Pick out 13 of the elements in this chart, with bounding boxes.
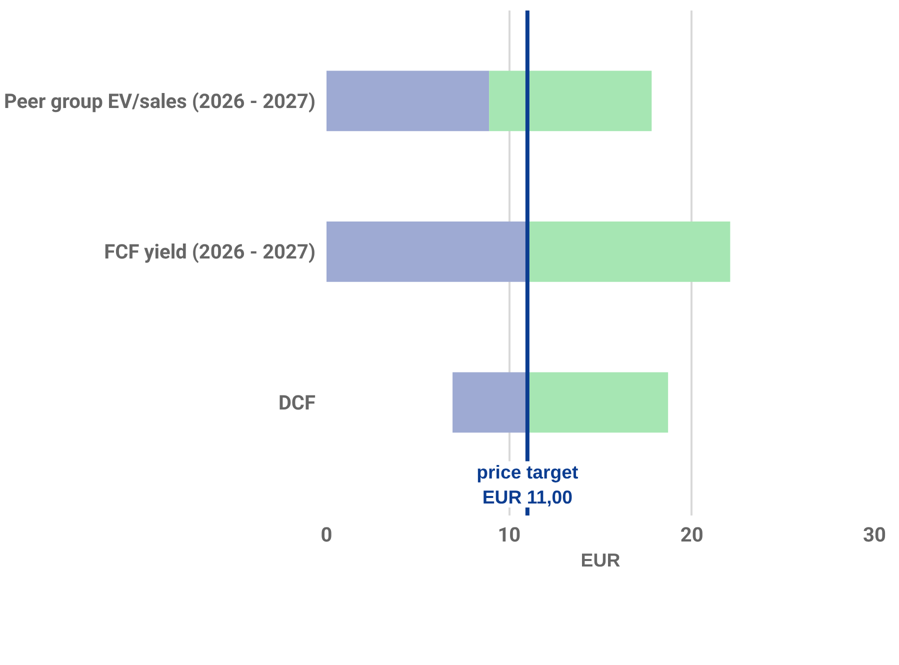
y-tick-label: DCF <box>278 390 316 414</box>
x-tick-label: 20 <box>680 522 704 546</box>
x-tick-label: 10 <box>498 522 521 546</box>
x-tick-label: 0 <box>320 522 332 546</box>
bar <box>489 70 652 132</box>
x-tick-label: 30 <box>863 522 886 546</box>
y-tick-label: FCF yield (2026 - 2027) <box>104 240 316 264</box>
x-axis-title: EUR <box>580 550 621 570</box>
ref-line-label: price target EUR 11,00 <box>476 461 578 508</box>
bar <box>529 222 730 282</box>
bar <box>326 70 490 132</box>
y-tick-label: Peer group EV/sales (2026 - 2027) <box>4 88 316 113</box>
bar <box>529 372 668 433</box>
